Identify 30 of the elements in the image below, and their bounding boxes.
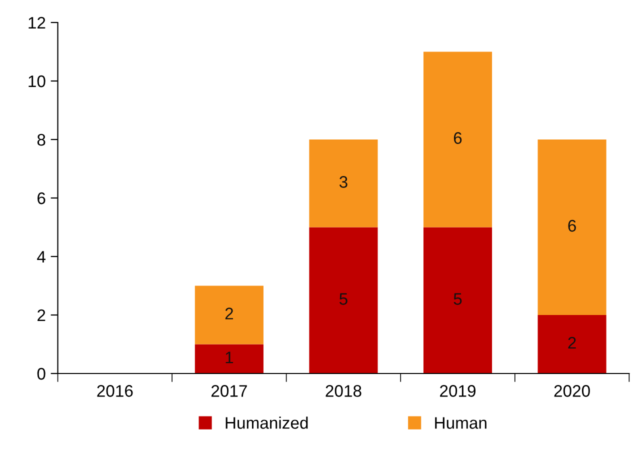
y-tick-label: 4: [37, 251, 46, 263]
data-label: 2: [568, 336, 576, 349]
bar: [538, 315, 606, 374]
y-tick-label: 8: [37, 134, 46, 146]
y-tick-label: 10: [28, 75, 46, 88]
data-label: 6: [454, 132, 462, 144]
legend-label: Human: [435, 417, 486, 429]
data-label: 3: [339, 176, 348, 188]
y-tick-label: 2: [38, 309, 46, 322]
data-label: 1: [226, 352, 234, 364]
y-tick-label: 6: [38, 192, 46, 204]
y-tick-label: 12: [28, 16, 46, 29]
bar: [538, 140, 606, 315]
bar: [423, 52, 492, 228]
data-label: 5: [340, 293, 348, 305]
bar: [194, 286, 264, 344]
data-label: 6: [568, 220, 576, 232]
data-label: 2: [225, 308, 233, 320]
bar: [309, 227, 378, 374]
legend-label: Humanized: [226, 416, 308, 429]
bar: [423, 227, 492, 374]
x-tick-label: 2016: [97, 385, 133, 397]
y-tick-label: 0: [37, 368, 46, 380]
x-tick-label: 2018: [326, 385, 362, 397]
x-tick-label: 2017: [211, 385, 247, 397]
x-tick-label: 2020: [554, 385, 590, 397]
data-label: 5: [454, 293, 462, 305]
bar: [309, 140, 378, 228]
bar: [194, 344, 264, 374]
x-tick-label: 2019: [440, 385, 476, 397]
